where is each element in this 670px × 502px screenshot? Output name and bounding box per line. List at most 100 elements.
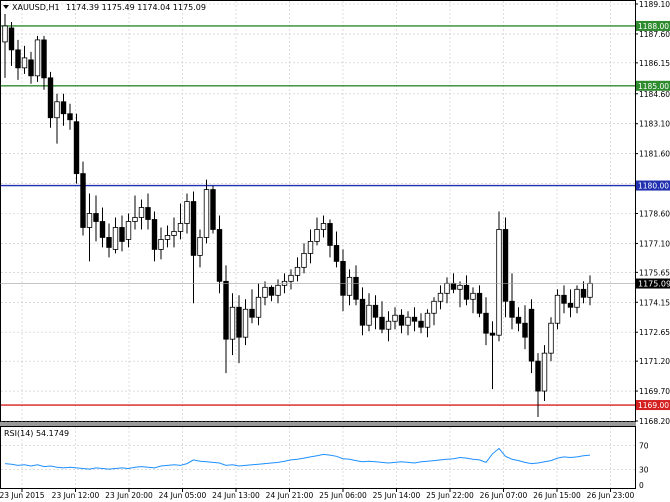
current-price-tag-bg	[636, 278, 670, 289]
candle-body-bull	[405, 316, 411, 326]
candle	[119, 215, 125, 252]
candle	[210, 185, 216, 234]
candle	[327, 219, 333, 258]
price-label: 1183.10	[639, 120, 670, 129]
candle-body-bear	[333, 245, 340, 262]
candle-body-bull	[86, 213, 93, 228]
candle-body-bull	[2, 25, 8, 43]
candle	[320, 215, 327, 238]
candle	[489, 321, 496, 390]
candle-body-bull	[21, 57, 28, 69]
candle	[574, 285, 580, 314]
price-label: 1184.60	[639, 90, 670, 99]
candle	[431, 297, 437, 326]
pane-separator[interactable]	[0, 422, 636, 426]
candle	[203, 179, 210, 244]
candle-body-bear	[580, 288, 587, 298]
candle-body-bear	[411, 316, 418, 322]
candle-body-bear	[249, 308, 255, 318]
candle-body-bull	[171, 231, 177, 236]
candle	[561, 285, 567, 314]
candle-body-bear	[522, 322, 528, 338]
candle	[353, 265, 359, 306]
candle	[437, 285, 444, 310]
candle	[476, 285, 483, 318]
candle-body-bull	[34, 39, 41, 77]
candle	[158, 227, 164, 260]
candle-body-bear	[463, 284, 470, 300]
candle	[86, 193, 93, 262]
candle	[80, 161, 86, 236]
candle	[190, 191, 197, 304]
candle	[528, 299, 535, 374]
candle-body-bear	[60, 101, 67, 115]
time-label: 26 Jun 23:00	[587, 491, 635, 500]
price-label: 1189.10	[639, 0, 670, 9]
candle	[359, 287, 366, 336]
candle	[8, 21, 15, 66]
candle-body-bear	[561, 294, 567, 304]
candle-body-bear	[190, 201, 197, 256]
candle-body-bull	[307, 241, 314, 254]
candle	[132, 195, 138, 230]
candle-body-bull	[444, 282, 450, 294]
dropdown-triangle-icon[interactable]	[3, 5, 9, 9]
ohlc-label: 1174.39 1175.49 1174.04 1175.09	[66, 3, 206, 12]
candle	[515, 307, 522, 332]
time-label: 25 Jun 22:00	[426, 491, 474, 500]
candle-body-bull	[262, 286, 268, 298]
candle	[21, 45, 28, 74]
time-label: 25 Jun 06:00	[319, 491, 367, 500]
candle-body-bull	[138, 207, 145, 218]
candle-body-bear	[353, 276, 359, 300]
price-axis: 1189.10 1187.60 1186.15 1184.60 1183.10 1181.…	[635, 0, 670, 426]
candle	[366, 293, 372, 332]
candle-body-bull	[275, 284, 281, 296]
candle-body-bull	[470, 292, 476, 300]
rsi-plot-frame	[0, 426, 636, 489]
candle	[106, 223, 112, 258]
candle	[379, 301, 385, 334]
candle-body-bear	[223, 280, 229, 340]
candle-body-bull	[574, 288, 580, 308]
candle-body-bull	[346, 276, 353, 296]
candle-body-bull	[457, 284, 463, 290]
candle	[418, 313, 424, 334]
candle	[47, 71, 54, 128]
candle-body-bull	[587, 282, 593, 298]
candle	[567, 289, 574, 318]
candle-body-bear	[210, 189, 216, 230]
candle-body-bull	[320, 223, 327, 230]
candle-body-bull	[314, 229, 320, 242]
candle-body-bear	[418, 320, 424, 328]
candle-body-bear	[489, 332, 496, 336]
current-price-tag-text: 1175.09	[638, 280, 670, 289]
candle	[411, 307, 418, 332]
current-price-tag: 1175.09	[636, 278, 670, 289]
candle	[249, 289, 255, 324]
candle	[405, 311, 411, 336]
candle	[307, 229, 314, 264]
candle	[268, 285, 275, 302]
level-tag-label: 1169.00	[638, 401, 669, 410]
rsi-grid	[1, 427, 635, 488]
candle-body-bear	[216, 229, 223, 282]
price-label: 1181.60	[639, 150, 670, 159]
rsi-axis: 70 30 0	[639, 441, 649, 490]
candle-body-bear	[340, 260, 346, 296]
candle-body-bear	[145, 207, 151, 220]
candle-body-bear	[93, 213, 99, 222]
candle	[554, 289, 561, 330]
candle-body-bull	[164, 235, 171, 240]
candle	[288, 269, 294, 290]
candle	[483, 297, 489, 346]
rsi-axis-label: 70	[639, 441, 649, 450]
candle-body-bear	[450, 282, 457, 290]
candle-body-bear	[502, 229, 509, 302]
candle	[463, 275, 470, 306]
candle-body-bull	[366, 304, 372, 326]
candle-body-bull	[229, 306, 236, 340]
candle-body-bear	[359, 298, 366, 326]
candle-body-bear	[372, 304, 379, 318]
price-label: 1169.70	[639, 387, 670, 396]
